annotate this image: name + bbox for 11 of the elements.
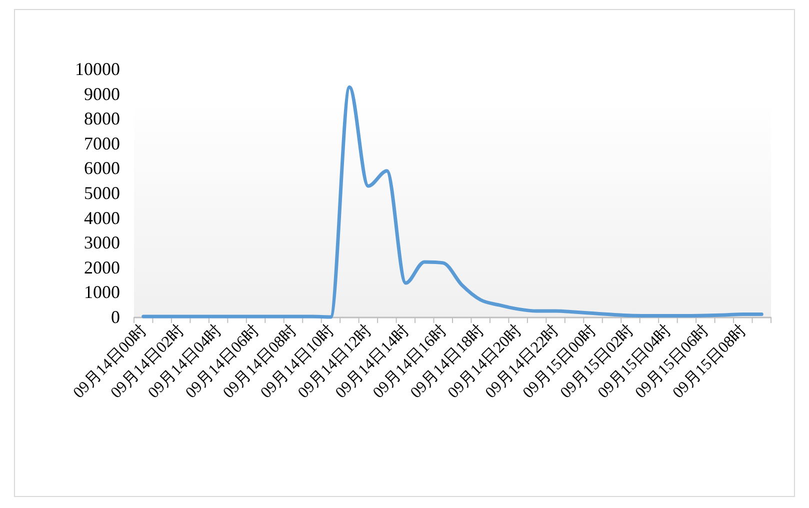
y-tick-label: 4000 bbox=[84, 208, 120, 228]
y-tick-label: 3000 bbox=[84, 232, 120, 253]
y-tick-label: 5000 bbox=[84, 183, 120, 203]
y-tick-label: 2000 bbox=[84, 257, 120, 278]
y-tick-label: 10000 bbox=[75, 59, 120, 79]
y-tick-label: 6000 bbox=[84, 158, 120, 178]
y-tick-label: 8000 bbox=[84, 108, 120, 129]
y-tick-label: 7000 bbox=[84, 133, 120, 154]
y-tick-label: 0 bbox=[111, 307, 120, 327]
y-tick-label: 9000 bbox=[84, 84, 120, 104]
y-tick-label: 1000 bbox=[84, 282, 120, 302]
